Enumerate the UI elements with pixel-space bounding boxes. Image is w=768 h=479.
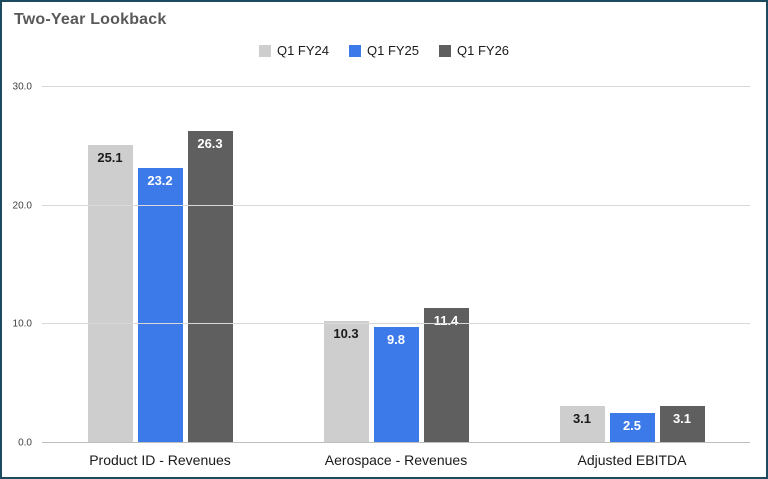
bar: 2.5 [609,413,655,443]
legend-item: Q1 FY25 [348,43,420,58]
y-axis: 0.0 10.0 20.0 30.0 [2,82,38,449]
legend-item: Q1 FY24 [258,43,329,58]
bar-value-label: 25.1 [97,150,123,166]
gridline [42,86,750,87]
x-axis-baseline [42,442,750,443]
bar: 26.3 [187,130,233,443]
x-axis-category-label: Adjusted EBITDA [577,452,687,468]
bar-value-label: 3.1 [572,411,592,427]
bar: 11.4 [423,307,469,443]
legend-swatch [439,44,452,57]
y-axis-tick-label: 30.0 [12,81,32,93]
bar-value-label: 2.5 [622,418,642,434]
y-axis-tick-label: 0.0 [18,437,32,449]
bar-group: 10.3 9.8 11.4 [278,87,514,443]
gridline [42,204,750,206]
bar-value-label: 10.3 [333,325,359,341]
bar-groups: 25.1 23.2 26.3 10.3 9.8 11.4 3.1 2.5 3.1 [42,87,750,443]
bar-group: 25.1 23.2 26.3 [42,87,278,443]
bar-value-label: 11.4 [433,312,459,328]
chart-title: Two-Year Lookback [14,11,167,28]
plot-area: 25.1 23.2 26.3 10.3 9.8 11.4 3.1 2.5 3.1 [42,86,750,443]
legend-swatch [258,44,271,57]
bar-group: 3.1 2.5 3.1 [514,87,750,443]
bar: 3.1 [659,406,705,443]
chart-legend: Q1 FY24 Q1 FY25 Q1 FY26 [2,43,766,58]
bar-value-label: 3.1 [672,411,692,427]
bar: 23.2 [137,167,183,443]
gridline [42,323,750,325]
bar-value-label: 23.2 [147,172,173,188]
legend-label: Q1 FY24 [276,43,329,58]
x-axis-category-label: Product ID - Revenues [89,452,231,468]
bar: 10.3 [323,320,369,443]
bar-value-label: 26.3 [197,135,223,151]
x-axis: Product ID - Revenues Aerospace - Revenue… [42,452,750,468]
legend-label: Q1 FY25 [366,43,420,58]
bar: 9.8 [373,326,419,443]
bar-value-label: 9.8 [386,331,406,347]
y-axis-tick-label: 20.0 [12,200,32,212]
y-axis-tick-label: 10.0 [12,318,32,330]
bar: 25.1 [87,145,133,443]
legend-label: Q1 FY26 [457,43,510,58]
bar: 3.1 [559,406,605,443]
legend-swatch [348,44,361,57]
legend-item: Q1 FY26 [439,43,509,58]
x-axis-category-label: Aerospace - Revenues [324,452,468,468]
